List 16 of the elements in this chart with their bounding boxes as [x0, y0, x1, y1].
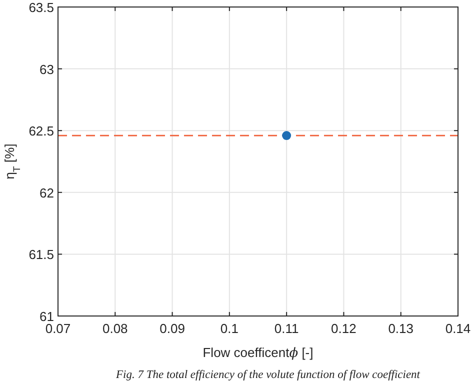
y-tick-label: 63.5	[28, 0, 54, 15]
x-tick-label: 0.07	[45, 321, 71, 336]
y-tick-label: 61.5	[28, 247, 54, 262]
y-tick-label: 61	[40, 309, 54, 324]
x-tick-label: 0.08	[102, 321, 128, 336]
x-tick-label: 0.1	[220, 321, 238, 336]
x-tick-label: 0.11	[274, 321, 299, 336]
x-axis-title: Flow coefficentϕ [-]	[202, 345, 314, 361]
x-tick-label: 0.14	[445, 321, 471, 336]
x-tick-label: 0.09	[160, 321, 185, 336]
x-tick-label: 0.13	[388, 321, 414, 336]
y-tick-label: 62	[40, 185, 54, 200]
y-tick-label: 62.5	[28, 124, 54, 139]
caption: Fig. 7 The total efficiency of the volute function of flow coefficient	[114, 369, 421, 381]
x-tick-label: 0.12	[331, 321, 356, 336]
y-tick-label: 63	[40, 62, 54, 77]
